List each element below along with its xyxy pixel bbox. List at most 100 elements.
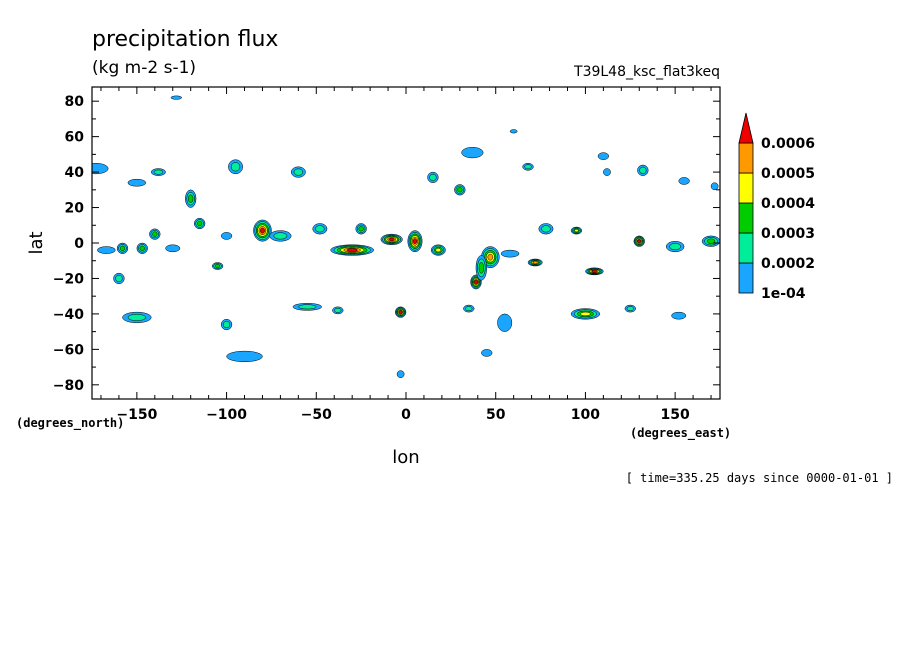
contour-level-6 [637, 239, 642, 243]
precip-cell [454, 184, 466, 196]
contour-level-1 [671, 311, 687, 320]
contour-level-1 [127, 178, 147, 187]
contour-level-2 [115, 274, 123, 282]
contour-level-1 [678, 177, 690, 185]
chart-units: (kg m-2 s-1) [92, 58, 196, 78]
contour-level-3 [478, 262, 485, 274]
colorbar-max-triangle [738, 112, 754, 144]
y-units-label: (degrees_north) [16, 416, 124, 431]
contour-level-1 [597, 152, 610, 160]
precip-cell [538, 223, 554, 235]
contour-level-6 [346, 248, 358, 252]
contour-level-5 [487, 253, 494, 261]
x-axis-label: lon [392, 447, 419, 468]
precip-cell [330, 244, 374, 256]
contour-level-4 [580, 311, 591, 317]
precip-cell [116, 242, 129, 254]
contour-level-1 [461, 147, 484, 159]
precip-cell [463, 304, 475, 313]
precip-cell [570, 226, 583, 235]
precip-cell [113, 272, 125, 285]
precip-cell [220, 318, 233, 331]
colorbar-label: 0.0003 [761, 226, 815, 242]
chart-title: precipitation flux [92, 27, 278, 52]
precip-cell [624, 304, 636, 313]
precip-cell [165, 244, 181, 253]
precip-cell [597, 152, 610, 160]
contour-level-2 [639, 166, 647, 174]
y-tick-label: 20 [65, 201, 85, 217]
precip-cell [136, 242, 148, 254]
precip-cell [509, 129, 518, 134]
precip-cell [497, 313, 513, 332]
contour-level-2 [298, 304, 317, 310]
precip-cell [226, 350, 263, 363]
y-tick-label: −20 [53, 271, 84, 287]
precip-cell [194, 217, 206, 230]
precip-cell [253, 219, 272, 242]
colorbar-label: 0.0005 [761, 166, 815, 182]
contour-level-2 [465, 306, 473, 312]
contour-level-1 [92, 162, 109, 175]
contour-level-1 [497, 313, 513, 332]
contour-level-1 [97, 246, 116, 254]
precip-cell [710, 182, 719, 191]
contour-level-1 [226, 350, 263, 363]
y-tick-label: 40 [65, 165, 85, 181]
contour-level-2 [127, 313, 146, 321]
precip-cell [220, 232, 233, 240]
contour-level-2 [293, 168, 304, 176]
contour-level-2 [230, 162, 241, 172]
contour-layer [92, 95, 720, 378]
contour-level-2 [626, 306, 634, 312]
contour-level-6 [398, 310, 403, 314]
precip-cell [170, 95, 182, 100]
contour-level-6 [388, 237, 395, 242]
contour-level-1 [710, 182, 719, 191]
x-tick-label: 100 [571, 407, 600, 423]
contour-level-3 [457, 187, 463, 193]
contour-level-2 [669, 243, 681, 251]
contour-level-1 [509, 129, 518, 134]
contour-level-6 [591, 269, 597, 274]
colorbar-label: 0.0006 [761, 136, 815, 152]
contour-level-6 [260, 227, 265, 234]
precip-cell [97, 246, 116, 254]
contour-level-1 [165, 244, 181, 253]
contour-level-3 [706, 238, 716, 244]
contour-level-3 [119, 245, 126, 251]
colorbar: 1e-04 0.0002 0.0003 0.0004 0.0005 0.0006 [738, 112, 815, 302]
colorbar-label: 0.0002 [761, 256, 815, 272]
contour-level-2 [315, 225, 325, 233]
y-tick-label: 0 [74, 236, 84, 252]
precip-cell [127, 178, 147, 187]
precip-cell [92, 162, 109, 175]
contour-level-3 [214, 264, 221, 268]
contour-level-2 [429, 173, 437, 181]
precip-cell [292, 303, 322, 311]
precip-cell [122, 311, 152, 324]
x-tick-label: −50 [301, 407, 332, 423]
precip-cell [312, 223, 328, 235]
contour-level-3 [152, 231, 158, 237]
precip-cell [396, 370, 405, 378]
contour-level-2 [273, 232, 288, 240]
precip-cell [633, 235, 645, 247]
contour-level-6 [474, 280, 478, 284]
y-tick-label: −40 [53, 307, 84, 323]
precip-cell [570, 308, 601, 320]
x-tick-label: 50 [486, 407, 506, 423]
y-tick-label: 80 [65, 94, 85, 110]
precip-cell [701, 235, 720, 247]
precip-cell [427, 171, 439, 183]
contour-level-3 [139, 245, 145, 251]
precip-cell [290, 166, 306, 178]
precip-cell [269, 230, 292, 242]
precip-cell [150, 168, 166, 176]
contour-level-2 [223, 321, 231, 329]
precip-cell [637, 164, 649, 176]
precip-cell [394, 306, 407, 318]
contour-level-2 [541, 225, 551, 233]
y-tick-label: −80 [53, 378, 84, 394]
precip-cell [481, 349, 493, 357]
